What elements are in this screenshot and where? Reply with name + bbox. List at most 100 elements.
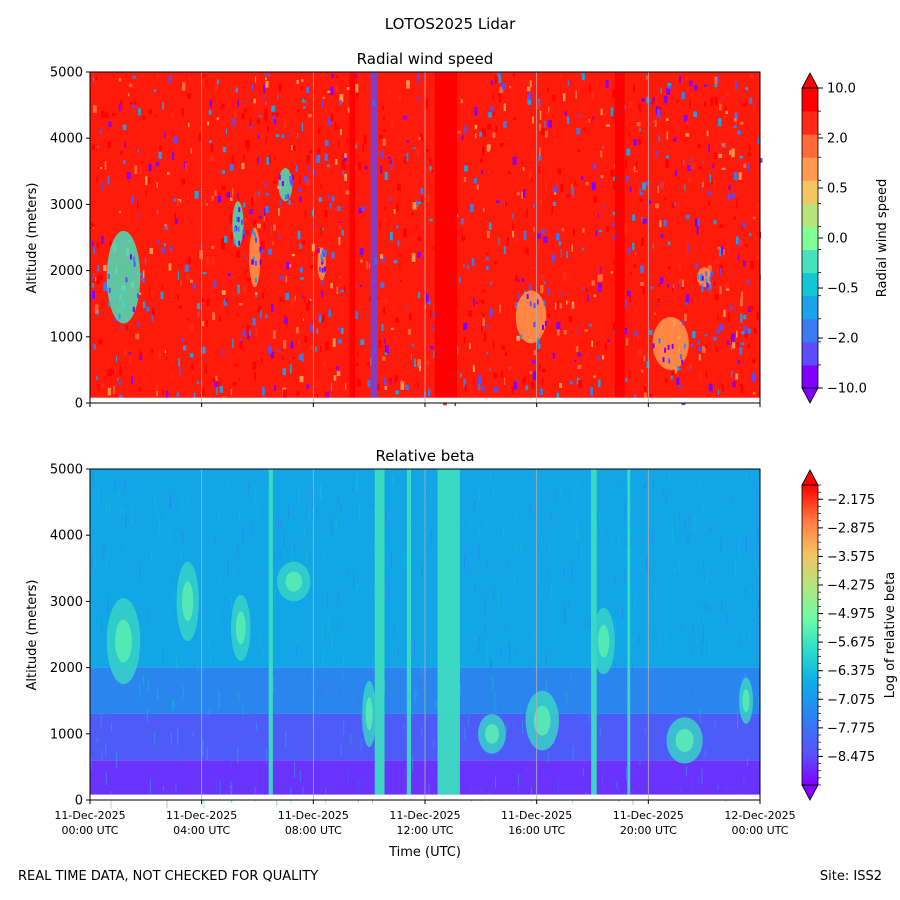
wind-speckle xyxy=(209,140,212,143)
wind-speckle xyxy=(708,383,713,392)
wind-speckle xyxy=(101,235,104,244)
beta-streak xyxy=(231,785,233,803)
wind-speckle xyxy=(330,113,334,122)
wind-speckle xyxy=(94,76,98,81)
beta-streak xyxy=(463,519,465,525)
wind-speckle xyxy=(410,354,412,360)
wind-speckle xyxy=(251,83,253,90)
beta-streak xyxy=(215,781,217,796)
beta-streak xyxy=(582,768,584,777)
wind-speckle xyxy=(99,275,103,281)
wind-speckle xyxy=(415,224,417,230)
wind-speckle xyxy=(302,295,304,298)
wind-speckle xyxy=(232,118,235,126)
wind-speckle xyxy=(606,226,610,232)
beta-streak xyxy=(570,678,572,684)
beta-streak xyxy=(107,595,109,614)
beta-streak xyxy=(479,491,481,500)
wind-speckle xyxy=(545,182,547,191)
beta-streak xyxy=(428,783,430,801)
wind-speckle xyxy=(233,110,238,119)
wind-speckle xyxy=(265,81,269,88)
beta-streak xyxy=(176,748,178,763)
wind-speckle xyxy=(96,242,99,249)
wind-speckle xyxy=(718,118,722,127)
beta-streak xyxy=(690,645,692,653)
wind-speckle xyxy=(273,330,276,339)
wind-speckle xyxy=(380,165,383,174)
wind-speckle xyxy=(591,340,594,347)
wind-speckle xyxy=(379,151,381,156)
wind-speckle xyxy=(533,322,536,328)
wind-speckle xyxy=(540,285,544,294)
beta-streak xyxy=(208,639,210,647)
wind-speckle xyxy=(539,199,542,204)
wind-speckle xyxy=(570,381,573,385)
wind-speckle xyxy=(431,170,434,173)
wind-speckle xyxy=(599,274,603,281)
beta-streak xyxy=(306,551,308,556)
beta-streak xyxy=(501,509,503,515)
wind-speckle xyxy=(499,86,504,93)
wind-speckle xyxy=(180,280,182,286)
wind-speckle xyxy=(526,209,528,218)
beta-column xyxy=(437,469,460,795)
y-tick-label: 0 xyxy=(75,397,83,412)
wind-speckle xyxy=(107,365,110,369)
wind-speckle xyxy=(177,294,179,300)
wind-speckle xyxy=(640,265,644,273)
beta-streak xyxy=(263,649,265,654)
wind-speckle xyxy=(417,236,422,241)
beta-streak xyxy=(702,562,704,570)
beta-streak xyxy=(385,511,387,524)
wind-speckle xyxy=(118,103,121,111)
beta-column xyxy=(268,469,273,795)
beta-streak xyxy=(578,710,580,726)
wind-speckle xyxy=(556,322,561,330)
wind-speckle xyxy=(659,181,661,190)
wind-speckle xyxy=(602,203,605,210)
wind-speckle xyxy=(571,301,575,309)
beta-streak xyxy=(296,641,298,646)
colorbar-tick-label: 10.0 xyxy=(827,82,856,97)
beta-streak xyxy=(741,790,743,798)
wind-speckle xyxy=(489,367,491,372)
beta-streak xyxy=(735,637,737,645)
wind-speckle xyxy=(686,120,689,126)
wind-speckle xyxy=(593,195,598,203)
beta-streak xyxy=(547,485,549,490)
beta-streak xyxy=(257,504,259,517)
wind-speckle xyxy=(132,306,135,312)
beta-streak xyxy=(239,509,241,522)
beta-streak xyxy=(529,501,531,516)
beta-streak xyxy=(254,487,256,502)
wind-speckle xyxy=(732,342,736,349)
beta-streak xyxy=(162,785,164,792)
beta-streak xyxy=(218,691,220,709)
wind-speckle xyxy=(689,226,691,232)
beta-streak xyxy=(757,599,759,605)
wind-speckle xyxy=(138,387,142,392)
wind-speckle xyxy=(399,254,402,258)
wind-speckle xyxy=(306,86,309,93)
wind-speckle xyxy=(728,185,731,190)
wind-speckle xyxy=(512,231,515,238)
beta-streak xyxy=(412,757,414,771)
wind-speckle xyxy=(599,179,601,182)
beta-streak xyxy=(614,576,616,582)
beta-streak xyxy=(171,790,173,795)
wind-speckle xyxy=(546,313,551,318)
beta-streak xyxy=(721,598,723,610)
wind-speckle xyxy=(552,95,556,101)
beta-streak xyxy=(497,572,499,581)
wind-speckle xyxy=(602,145,605,148)
wind-speckle xyxy=(238,240,241,246)
beta-streak xyxy=(677,518,679,527)
wind-speckle xyxy=(627,290,631,297)
wind-speckle xyxy=(119,369,122,376)
wind-speckle xyxy=(658,135,660,142)
wind-speckle xyxy=(92,77,95,82)
wind-speckle xyxy=(533,303,536,309)
wind-speckle xyxy=(633,264,637,268)
wind-speckle xyxy=(196,381,200,384)
